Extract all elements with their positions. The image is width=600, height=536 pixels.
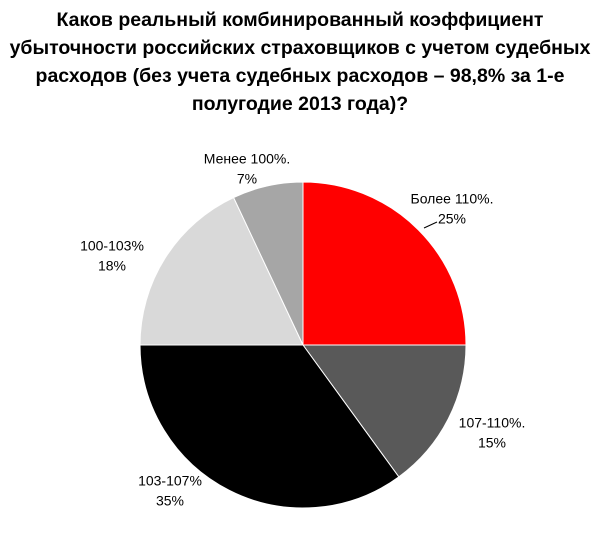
- slice-label: 107-110%.: [459, 415, 526, 431]
- slice-value-label: 35%: [156, 493, 184, 509]
- slice-label: 100-103%: [80, 238, 144, 254]
- pie-slice: [139, 196, 304, 346]
- slice-value-label: 25%: [438, 211, 466, 227]
- slice-value-label: 15%: [478, 435, 506, 451]
- pie-slice: [139, 344, 400, 509]
- pie-slice: [232, 181, 304, 346]
- chart-title: Каков реальный комбинированный коэффицие…: [9, 9, 591, 115]
- pie-slice: [302, 181, 467, 346]
- slice-label: Более 110%.: [411, 191, 494, 207]
- slice-value-label: 18%: [98, 258, 126, 274]
- leader-line: [423, 221, 438, 229]
- slice-label: Менее 100%.: [204, 151, 291, 167]
- slice-value-label: 7%: [237, 171, 257, 187]
- pie-slice: [302, 344, 467, 478]
- slice-label: 103-107%: [138, 473, 202, 489]
